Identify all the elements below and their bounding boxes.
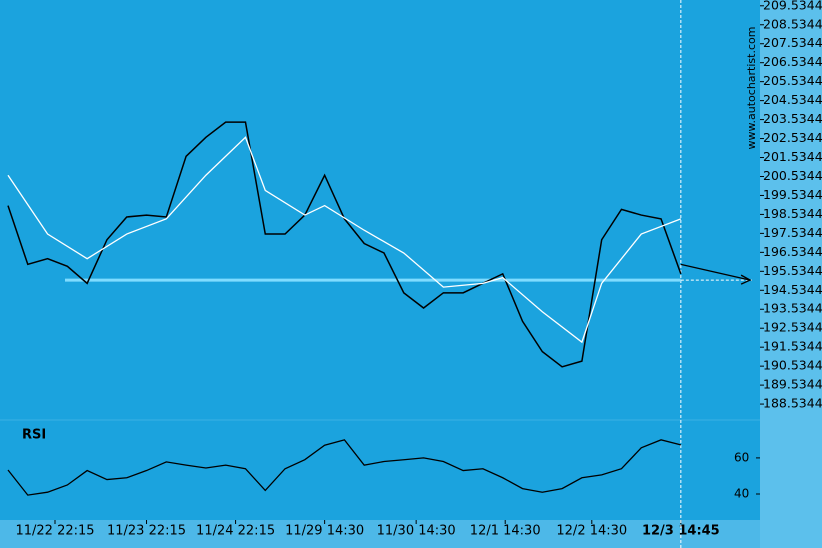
y-tick-label: 195.5344: [763, 263, 822, 278]
y-tick-label: 193.5344: [763, 301, 822, 316]
y-tick-label: 191.5344: [763, 339, 822, 354]
y-tick-label: 204.5344: [763, 92, 822, 107]
x-tick-label: 11/30 14:30: [377, 524, 456, 539]
y-tick-label: 205.5344: [763, 73, 822, 88]
x-tick-label: 12/1 14:30: [470, 524, 541, 539]
rsi-line: [7, 439, 682, 496]
watermark: www.autochartist.com: [745, 27, 758, 150]
y-tick-label: 201.5344: [763, 149, 822, 164]
y-tick-label: 196.5344: [763, 244, 822, 259]
y-tick-label: 207.5344: [763, 35, 822, 50]
y-tick-label: 209.5344: [763, 0, 822, 12]
forecast-arrow: [680, 263, 751, 281]
y-tick-label: 189.5344: [763, 377, 822, 392]
y-tick-label: 194.5344: [763, 282, 822, 297]
y-tick-label: 203.5344: [763, 111, 822, 126]
x-tick-label: 12/2 14:30: [556, 524, 627, 539]
x-tick-label: 11/23 22:15: [107, 524, 186, 539]
y-tick-label: 206.5344: [763, 54, 822, 69]
y-axis-panel: [760, 0, 822, 548]
moving-average: [7, 136, 682, 344]
x-tick-label: 11/29 14:30: [285, 524, 364, 539]
y-tick-label: 202.5344: [763, 130, 822, 145]
y-tick-label: 197.5344: [763, 225, 822, 240]
rsi-tick-label: 60: [734, 450, 749, 464]
price-line: [7, 121, 682, 368]
x-axis-panel: [0, 520, 760, 548]
y-tick-label: 198.5344: [763, 206, 822, 221]
y-tick-label: 190.5344: [763, 358, 822, 373]
y-tick-label: 199.5344: [763, 187, 822, 202]
y-tick-label: 192.5344: [763, 320, 822, 335]
rsi-title: RSI: [22, 428, 46, 443]
x-tick-label: 11/24 22:15: [196, 524, 275, 539]
x-tick-label: 11/22 22:15: [15, 524, 94, 539]
rsi-tick-label: 40: [734, 487, 749, 501]
y-tick-label: 208.5344: [763, 16, 822, 31]
y-tick-label: 188.5344: [763, 396, 822, 411]
y-tick-label: 200.5344: [763, 168, 822, 183]
arrow-head: [740, 274, 752, 285]
